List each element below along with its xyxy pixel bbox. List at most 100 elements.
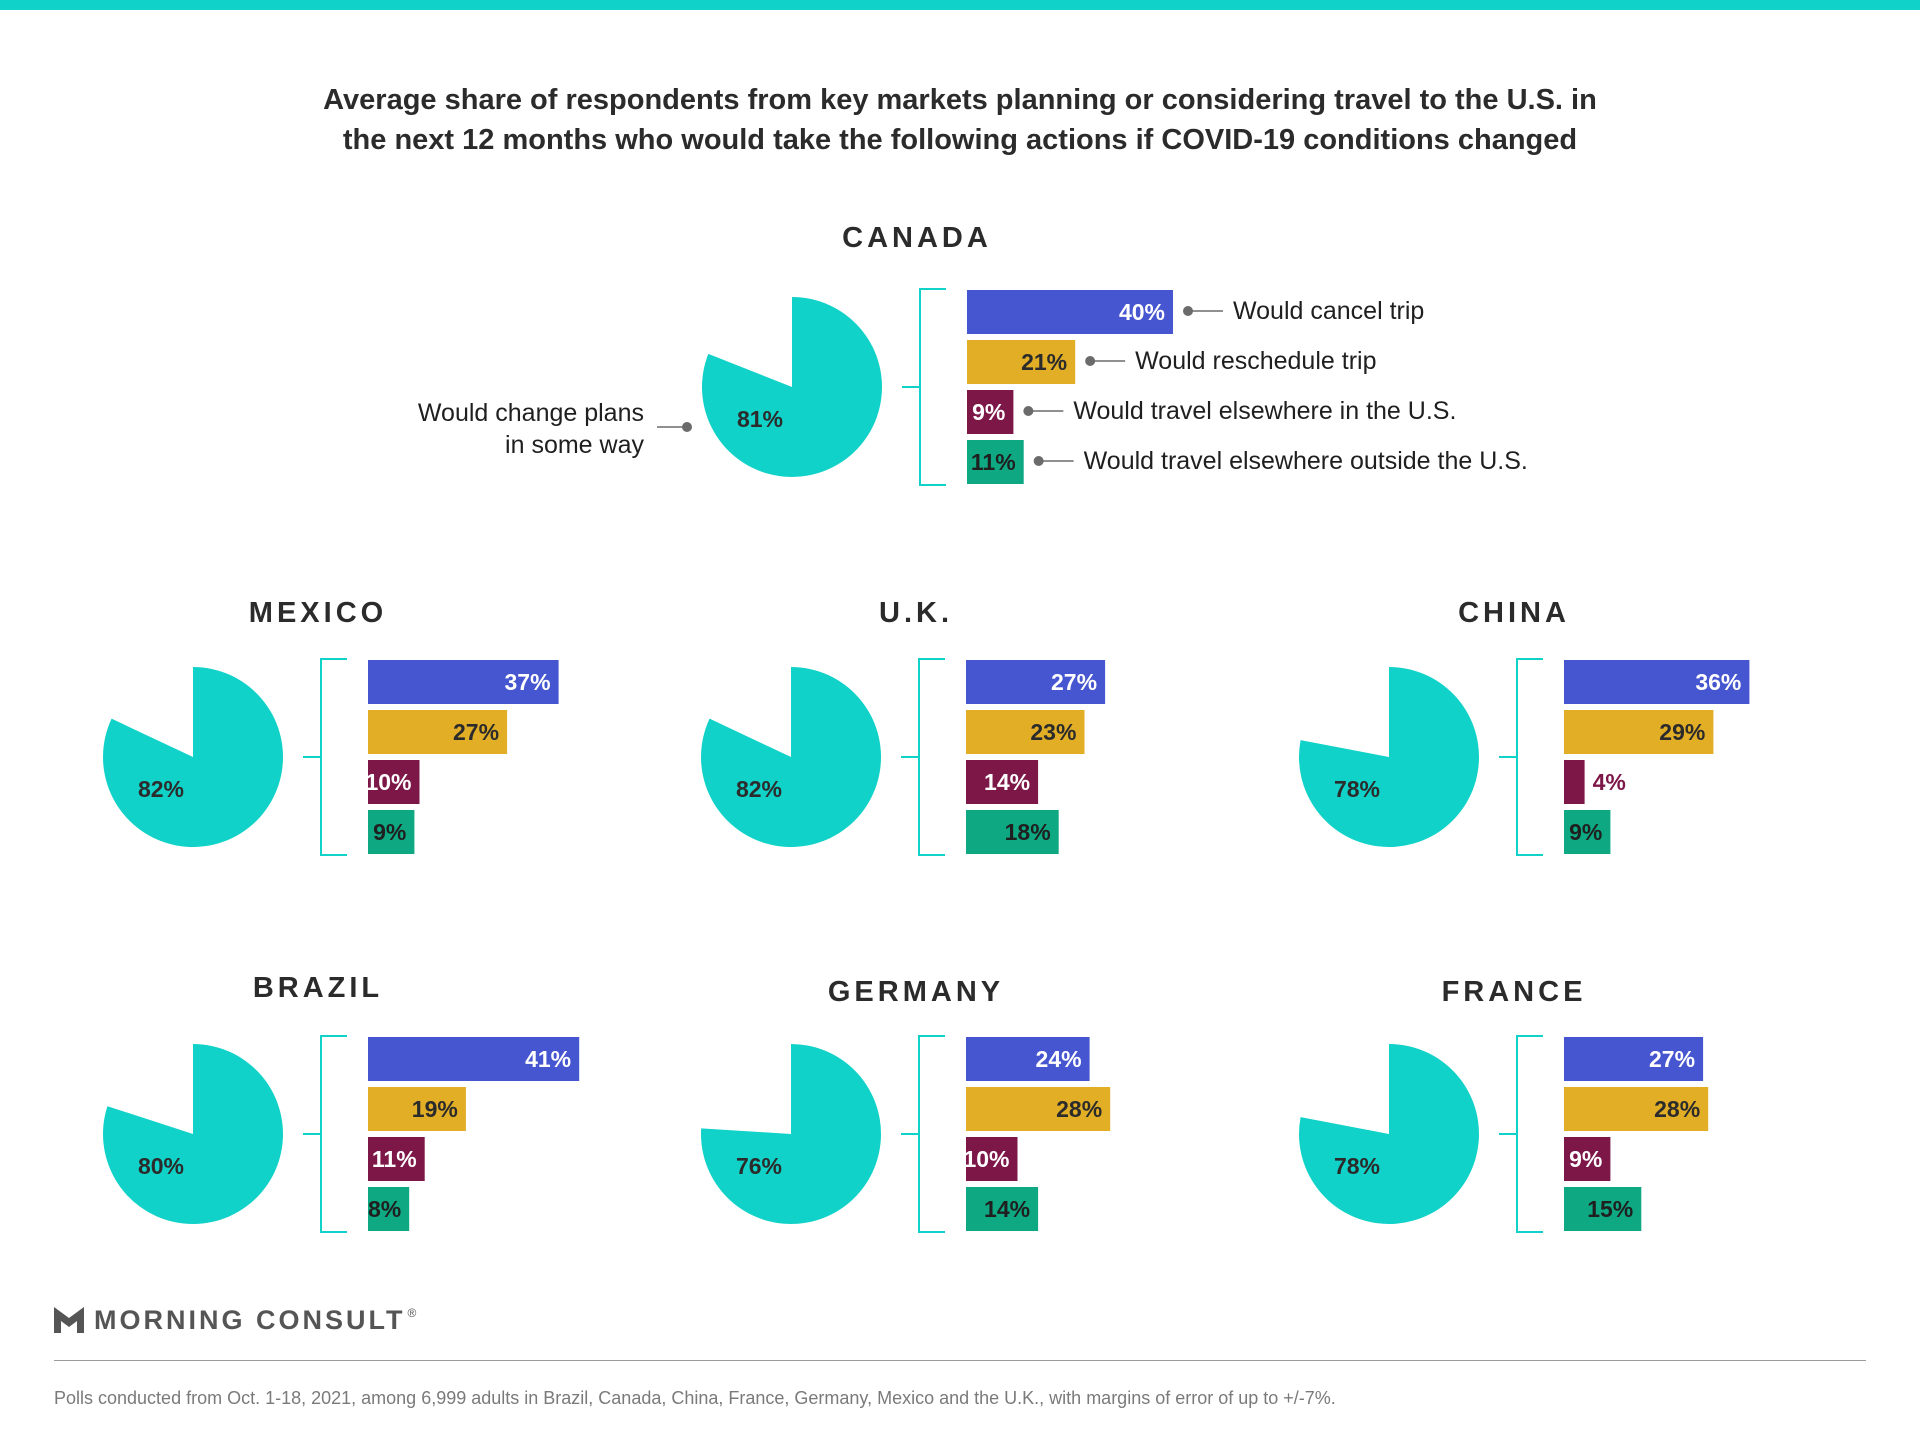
brazil-bar-1 [368,1037,580,1081]
u-k-bar-4 [966,810,1059,854]
canada-bar-label-4: 11% [971,449,1016,475]
legend-label-pie-line-1: Would change plans [418,399,644,427]
canada-bar-label-3: 9% [972,399,1005,425]
brand-logo: MORNING CONSULT ® [54,1303,416,1337]
brazil-bar-label-2: 19% [412,1096,458,1122]
germany-bar-2 [966,1087,1111,1131]
china-bar-label-2: 29% [1659,719,1705,745]
u-k-bar-2 [966,710,1085,754]
legend-label-3: Would travel elsewhere in the U.S. [1073,397,1456,425]
mexico-bracket [303,658,347,856]
china-pie-slice [1298,667,1479,847]
france-bar-label-2: 28% [1654,1096,1700,1122]
mexico-bar-1 [368,660,559,704]
france-bar-1 [1564,1037,1704,1081]
legend-label-pie: Would change plans in some way [418,399,645,459]
germany-bar-label-2: 28% [1056,1096,1102,1122]
mexico-pie-label: 82% [138,776,184,802]
china-bracket [1499,658,1543,856]
france-heading: FRANCE [1442,976,1587,1008]
canada-bar-2 [967,340,1076,384]
u-k-bar-label-3: 14% [984,769,1030,795]
mexico-pie-slice [103,667,284,847]
legend-label-2: Would reschedule trip [1135,347,1376,375]
france-bar-label-1: 27% [1649,1046,1695,1072]
brazil-bar-label-1: 41% [525,1046,571,1072]
mexico-bar-label-2: 27% [453,719,499,745]
canada-pie-slice [702,297,883,478]
u-k-pie-slice [701,667,882,848]
germany-pie-slice [701,1044,882,1224]
china-pie-label: 78% [1334,776,1380,802]
canada-bar-label-1: 40% [1119,299,1165,325]
registered-mark: ® [407,1306,417,1320]
china-bar-4 [1564,810,1611,854]
u-k-bar-label-1: 27% [1051,669,1097,695]
mexico-bar-label-1: 37% [505,669,551,695]
germany-bar-label-3: 10% [963,1146,1009,1172]
canada-bar-label-2: 21% [1021,349,1067,375]
france-bar-2 [1564,1087,1709,1131]
mexico-bar-3 [368,760,420,804]
legend-label-pie-line-2: in some way [505,431,644,459]
china-bar-label-1: 36% [1695,669,1741,695]
brazil-bar-3 [368,1137,425,1181]
u-k-bar-3 [966,760,1039,804]
mexico-bar-label-4: 9% [373,819,406,845]
mexico-bar-label-3: 10% [365,769,411,795]
china-bar-3 [1564,760,1585,804]
germany-heading: GERMANY [828,976,1004,1008]
brand-name: MORNING CONSULT [94,1304,406,1335]
germany-bracket [901,1035,945,1233]
brazil-pie-slice [102,1044,283,1224]
china-bar-2 [1564,710,1714,754]
u-k-bar-label-4: 18% [1005,819,1051,845]
chart-title-line-1: Average share of respondents from key ma… [323,84,1597,116]
germany-pie-label: 76% [736,1153,782,1179]
germany-bar-3 [966,1137,1018,1181]
mexico-bar-2 [368,710,508,754]
france-bar-3 [1564,1137,1611,1181]
u-k-pie-label: 82% [736,776,782,802]
france-bar-label-3: 9% [1569,1146,1602,1172]
brazil-pie-label: 80% [138,1153,184,1179]
china-bar-label-3: 4% [1593,769,1626,795]
france-bracket [1499,1035,1543,1233]
france-pie-label: 78% [1334,1153,1380,1179]
brazil-bar-label-4: 8% [368,1196,401,1222]
brazil-bar-2 [368,1087,466,1131]
germany-bar-label-1: 24% [1036,1046,1082,1072]
mexico-bar-4 [368,810,415,854]
footer-divider [54,1360,1866,1361]
brazil-bar-label-3: 11% [372,1146,417,1172]
canada-pie-label: 81% [737,406,783,432]
u-k-bracket [901,658,945,856]
germany-bar-1 [966,1037,1090,1081]
france-pie-slice [1298,1044,1479,1224]
footer-note: Polls conducted from Oct. 1-18, 2021, am… [54,1388,1336,1408]
china-bar-label-4: 9% [1569,819,1602,845]
canada-heading: CANADA [842,222,992,254]
legend-label-1: Would cancel trip [1233,297,1424,325]
brazil-bracket [303,1035,347,1233]
top-accent-bar [0,0,1920,10]
france-bar-4 [1564,1187,1642,1231]
china-bar-1 [1564,660,1750,704]
u-k-heading: U.K. [879,597,953,629]
china-heading: CHINA [1458,597,1570,629]
chart-title-line-2: the next 12 months who would take the fo… [342,124,1578,156]
legend-label-4: Would travel elsewhere outside the U.S. [1084,447,1528,475]
mexico-heading: MEXICO [249,597,387,629]
canada-bracket [902,288,946,486]
brazil-heading: BRAZIL [253,972,383,1004]
u-k-bar-label-2: 23% [1030,719,1076,745]
france-bar-label-4: 15% [1587,1196,1633,1222]
chart-title: Average share of respondents from key ma… [160,80,1760,160]
morning-consult-logo-icon [54,1307,84,1333]
brazil-bar-4 [368,1187,410,1231]
germany-bar-label-4: 14% [984,1196,1030,1222]
canada-bar-3 [967,390,1014,434]
u-k-bar-1 [966,660,1106,704]
canada-bar-1 [967,290,1173,334]
